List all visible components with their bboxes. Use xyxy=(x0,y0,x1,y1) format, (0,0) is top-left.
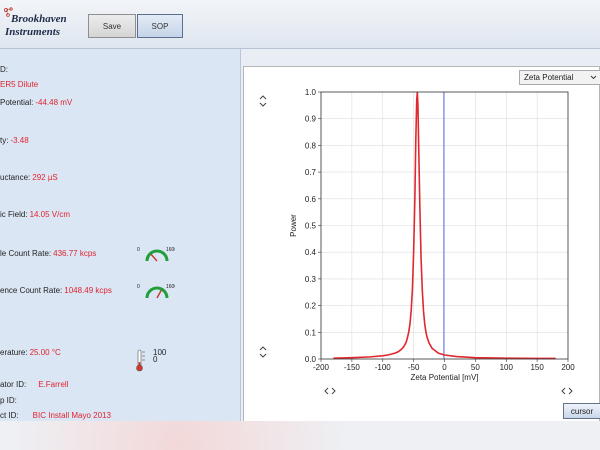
temperature-value: 25.00 °C xyxy=(29,348,61,357)
x-tick-label: 100 xyxy=(500,363,514,372)
sample-count-rate-label: le Count Rate: xyxy=(0,249,52,258)
electric-field-field: ic Field: 14.05 V/cm xyxy=(0,210,70,219)
y-tick-label: 0.0 xyxy=(305,355,317,364)
x-tick-label: -150 xyxy=(344,363,361,372)
zeta-potential-label: Potential: xyxy=(0,98,34,107)
y-axis-ticks: 0.0 0.1 0.2 0.3 0.4 0.5 0.6 0.7 0.8 0.9 1.0 xyxy=(305,88,321,364)
group-id-field: p ID: xyxy=(0,396,17,405)
y-tick-label: 1.0 xyxy=(305,88,317,97)
x-tick-label: -200 xyxy=(313,363,330,372)
electric-field-value: 14.05 V/cm xyxy=(29,210,71,219)
x-tick-label: -50 xyxy=(408,363,420,372)
x-tick-label: -100 xyxy=(375,363,392,372)
zeta-potential-field: Potential: -44.48 mV xyxy=(0,98,72,107)
x-tick-label: 150 xyxy=(530,363,544,372)
save-button[interactable]: Save xyxy=(88,14,136,38)
mobility-field: ty: -3.48 xyxy=(0,136,29,145)
x-axis-label: Zeta Potential [mV] xyxy=(410,373,478,382)
ref-gauge-min: 0 xyxy=(137,284,140,290)
project-id-value: BIC Install Mayo 2013 xyxy=(32,411,111,420)
ref-gauge-arc xyxy=(145,286,169,299)
temperature-label: erature: xyxy=(0,348,28,357)
sample-gauge-min: 0 xyxy=(137,247,140,253)
mobility-label: ty: xyxy=(0,136,9,145)
cursor-button[interactable]: cursor xyxy=(563,403,600,419)
vertical-scroll-top-icon[interactable] xyxy=(258,93,268,109)
logo-line2: Instruments xyxy=(5,26,61,38)
reference-count-rate-value: 1048.49 kcps xyxy=(64,286,112,295)
decorative-footer xyxy=(0,421,600,450)
sample-gauge-needle xyxy=(150,253,158,262)
sample-count-gauge-icon: 0 1600 xyxy=(137,247,175,262)
chart-type-dropdown[interactable]: Zeta Potential xyxy=(519,70,600,85)
conductance-label: uctance: xyxy=(0,173,31,182)
thermo-max: 100 xyxy=(153,348,167,357)
y-tick-label: 0.9 xyxy=(305,115,317,124)
project-id-field: ct ID: BIC Install Mayo 2013 xyxy=(0,411,111,420)
group-id-label: p ID: xyxy=(0,396,17,405)
x-axis-ticks: -200 -150 -100 -50 0 50 100 150 200 xyxy=(313,359,575,372)
logo-line1: Brookhaven xyxy=(11,13,67,25)
sample-count-rate-field: le Count Rate: 436.77 kcps xyxy=(0,249,96,258)
x-tick-label: 200 xyxy=(561,363,575,372)
mobility-value: -3.48 xyxy=(10,136,29,145)
zeta-distribution-series xyxy=(333,91,556,360)
operator-id-label: ator ID: xyxy=(0,380,27,389)
y-tick-label: 0.6 xyxy=(305,195,317,204)
operator-id-value: E.Farrell xyxy=(38,380,69,389)
conductance-field: uctance: 292 µS xyxy=(0,173,58,182)
conductance-value: 292 µS xyxy=(32,173,58,182)
x-tick-label: 50 xyxy=(471,363,480,372)
thermo-min: 0 xyxy=(153,355,158,364)
zeta-potential-chart: -200 -150 -100 -50 0 50 100 150 200 0.0 0.1 0.2 0.3… xyxy=(289,88,575,382)
ref-gauge-needle xyxy=(156,289,162,299)
reference-count-rate-field: ence Count Rate: 1048.49 kcps xyxy=(0,286,112,295)
y-tick-label: 0.8 xyxy=(305,141,317,150)
temperature-field: erature: 25.00 °C xyxy=(0,348,61,357)
chart-panel: Zeta Potential -200 -150 -100 -50 0 50 100 150 2… xyxy=(243,66,600,423)
sample-name-value: ER5 Dilute xyxy=(0,80,39,89)
y-tick-label: 0.4 xyxy=(305,248,317,257)
brand-logo: Brookhaven Instruments xyxy=(2,6,86,42)
zeta-potential-value: -44.48 mV xyxy=(35,98,73,107)
reference-count-rate-label: ence Count Rate: xyxy=(0,286,63,295)
operator-id-field: ator ID: E.Farrell xyxy=(0,380,68,389)
horizontal-scroll-right-icon[interactable] xyxy=(559,386,575,396)
ref-gauge-max: 1600 xyxy=(166,284,175,290)
chart-type-selected: Zeta Potential xyxy=(524,73,574,82)
vertical-scroll-bottom-icon[interactable] xyxy=(258,344,268,360)
chart-grid xyxy=(320,91,569,360)
x-tick-label: 0 xyxy=(442,363,447,372)
sample-gauge-arc xyxy=(145,249,169,262)
electric-field-label: ic Field: xyxy=(0,210,28,219)
y-tick-label: 0.3 xyxy=(305,275,317,284)
reference-count-gauge-icon: 0 1600 xyxy=(137,284,175,299)
project-id-label: ct ID: xyxy=(0,411,19,420)
chevron-down-icon xyxy=(590,75,597,80)
sample-id-field: D: xyxy=(0,65,8,74)
sample-id-label: D: xyxy=(0,65,8,74)
y-tick-label: 0.7 xyxy=(305,168,317,177)
sample-info-panel: D: ER5 Dilute Potential: -44.48 mV ty: -3.… xyxy=(0,49,241,421)
horizontal-scroll-icon[interactable] xyxy=(322,386,338,396)
sample-gauge-max: 1600 xyxy=(166,247,175,253)
thermometer-icon: 100 0 xyxy=(136,348,167,372)
sample-name-field: ER5 Dilute xyxy=(0,80,38,89)
sop-button[interactable]: SOP xyxy=(137,14,183,38)
sample-count-rate-value: 436.77 kcps xyxy=(53,249,97,258)
toolbar: Brookhaven Instruments Save SOP xyxy=(0,0,600,49)
y-tick-label: 0.2 xyxy=(305,302,317,311)
y-tick-label: 0.5 xyxy=(305,222,317,231)
y-tick-label: 0.1 xyxy=(305,328,317,337)
y-axis-label: Power xyxy=(289,214,298,237)
brookhaven-logo-icon xyxy=(4,7,13,17)
